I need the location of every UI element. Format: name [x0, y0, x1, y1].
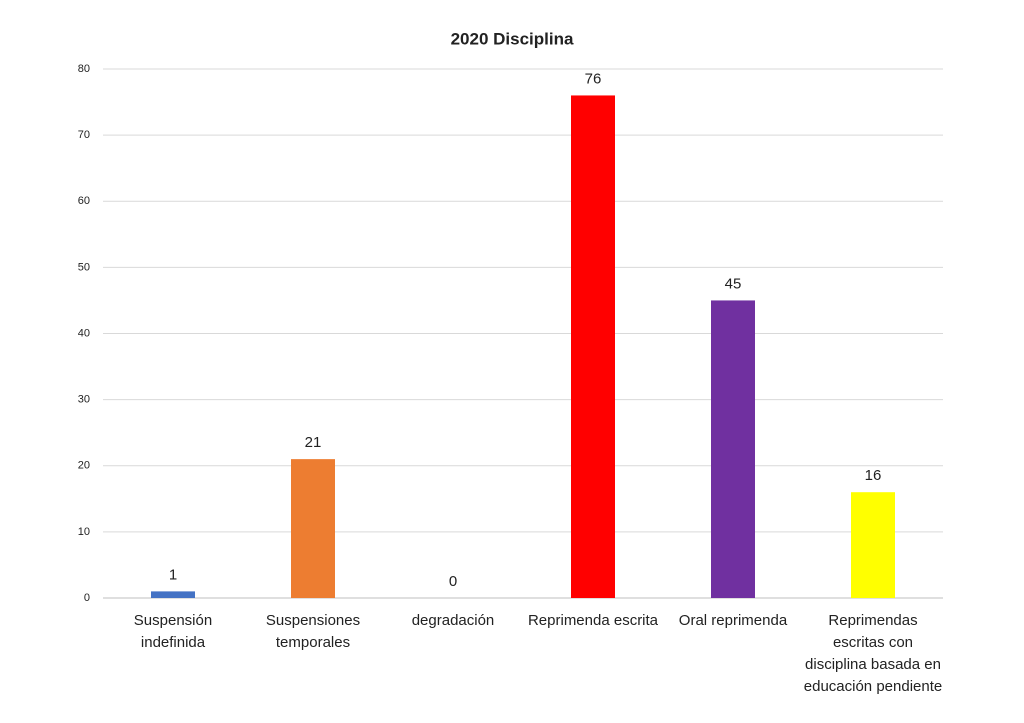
bar [571, 95, 615, 598]
data-label: 0 [449, 573, 457, 590]
x-tick-label: degradación [411, 612, 495, 629]
bar [291, 459, 335, 598]
y-tick-label: 20 [78, 460, 90, 472]
x-tick-label: Reprimendas escritas con disciplina basa… [803, 612, 943, 695]
y-tick-label: 60 [78, 195, 90, 207]
x-tick-label: Suspensiones temporales [265, 612, 361, 651]
x-tick-label: Reprimenda escrita [527, 612, 659, 629]
bar [851, 492, 895, 598]
y-tick-label: 0 [84, 592, 90, 604]
y-tick-label: 70 [78, 129, 90, 141]
data-label: 76 [585, 70, 602, 87]
data-label: 21 [305, 434, 322, 451]
data-label: 45 [725, 275, 742, 292]
bar [711, 300, 755, 598]
y-tick-label: 40 [78, 327, 90, 339]
chart-title: 2020 Disciplina [451, 29, 574, 48]
y-tick-label: 30 [78, 394, 90, 406]
x-tick-label: Oral reprimenda [678, 612, 788, 629]
y-tick-label: 10 [78, 526, 90, 538]
y-tick-label: 80 [78, 63, 90, 75]
data-label: 1 [169, 566, 177, 583]
data-label: 16 [865, 467, 882, 484]
x-tick-label: Suspensión indefinida [133, 612, 213, 651]
bar [151, 591, 195, 598]
y-tick-label: 50 [78, 261, 90, 273]
